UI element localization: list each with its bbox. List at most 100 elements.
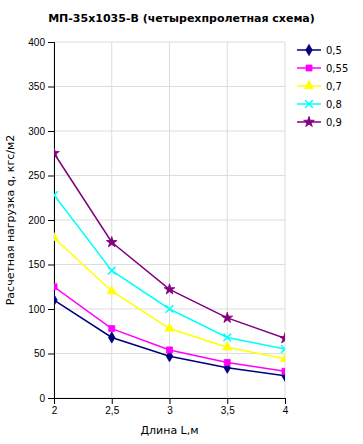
- tick-mark: [285, 398, 286, 404]
- tick-mark: [170, 398, 171, 404]
- point: [108, 267, 116, 275]
- tick: 250: [28, 170, 54, 181]
- point: [165, 323, 174, 331]
- data: [54, 148, 285, 382]
- legend-marker: [304, 81, 313, 89]
- tick-label: 300: [28, 126, 45, 137]
- tick: 0: [39, 393, 54, 404]
- legend-label: 0,8: [326, 99, 342, 110]
- tick: 200: [28, 215, 54, 226]
- tick-label: 50: [34, 348, 46, 359]
- tick-mark: [48, 131, 54, 132]
- tick-mark: [48, 42, 54, 43]
- point: [223, 342, 232, 350]
- legend-item: 0,55: [297, 63, 348, 74]
- point: [280, 333, 285, 343]
- tick: 2,5: [105, 398, 119, 416]
- point: [106, 237, 117, 247]
- tick-label: 250: [28, 170, 45, 181]
- point: [281, 345, 285, 353]
- point: [54, 148, 59, 158]
- tick-mark: [48, 220, 54, 221]
- tick: 50: [34, 348, 54, 359]
- point: [224, 359, 230, 365]
- line: [54, 287, 285, 372]
- point: [54, 284, 57, 290]
- tick: 300: [28, 126, 54, 137]
- point: [54, 295, 57, 306]
- point: [54, 233, 59, 241]
- grid: [54, 42, 285, 398]
- legend-label: 0,9: [326, 117, 342, 128]
- y-axis-title: Расчетная нагрузка q, кгс/м2: [4, 135, 17, 306]
- tick: 3,5: [221, 398, 235, 416]
- tick: 150: [28, 259, 54, 270]
- grid-line: [54, 131, 285, 132]
- tick-mark: [48, 309, 54, 310]
- tick: 350: [28, 81, 54, 92]
- legend-label: 0,5: [326, 45, 342, 56]
- legend-item: 0,5: [297, 44, 342, 55]
- point: [167, 347, 173, 353]
- grid-line: [54, 175, 285, 176]
- tick-mark: [227, 398, 228, 404]
- tick-mark: [48, 87, 54, 88]
- tick: 100: [28, 304, 54, 315]
- point: [222, 312, 233, 322]
- chart: МП-35х1035-В (четырехпролетная схема) 2 2,…: [0, 0, 363, 444]
- grid-line: [54, 220, 285, 221]
- point: [282, 368, 285, 374]
- line: [54, 238, 285, 359]
- line: [54, 153, 285, 338]
- tick-mark: [48, 354, 54, 355]
- point: [280, 354, 285, 362]
- tick-mark: [48, 176, 54, 177]
- plot: 22,533,54050100150200250300350400: [28, 37, 290, 416]
- tick-mark: [48, 265, 54, 266]
- x-axis-title: Длина L,м: [140, 424, 198, 437]
- legend-marker: [306, 65, 312, 71]
- point: [166, 305, 174, 313]
- legend-marker: [305, 100, 313, 108]
- legend-label: 0,55: [326, 63, 348, 74]
- grid-line: [54, 264, 285, 265]
- legend-item: 0,7: [297, 81, 342, 92]
- x-axis: 2 2,5 3 3,5 4: [52, 398, 289, 416]
- tick-mark: [48, 398, 54, 399]
- point: [164, 284, 175, 294]
- legend-marker: [306, 44, 312, 55]
- point: [109, 332, 115, 343]
- legend-item: 0,8: [297, 99, 342, 110]
- series: [54, 295, 285, 382]
- point: [223, 334, 231, 342]
- point: [107, 286, 116, 294]
- tick-label: 4: [283, 405, 289, 416]
- point: [109, 326, 115, 332]
- tick-mark: [112, 398, 113, 404]
- series: [54, 284, 285, 375]
- tick: 4: [283, 398, 289, 416]
- legend-marker: [304, 116, 315, 126]
- axis-line: [48, 43, 55, 399]
- tick-label: 200: [28, 215, 45, 226]
- tick-label: 3,5: [221, 405, 235, 416]
- series: [54, 148, 285, 343]
- tick: 2: [52, 398, 58, 416]
- tick-label: 0: [39, 393, 45, 404]
- tick: 3: [167, 398, 173, 416]
- tick-label: 100: [28, 304, 45, 315]
- legend-label: 0,7: [326, 81, 342, 92]
- tick-label: 350: [28, 81, 45, 92]
- axis-line: [55, 399, 286, 405]
- series: [54, 191, 285, 353]
- legend-item: 0,9: [297, 116, 342, 127]
- tick-label: 2: [52, 405, 58, 416]
- grid-line: [54, 86, 285, 87]
- title: МП-35х1035-В (четырехпролетная схема): [48, 12, 315, 25]
- tick-label: 2,5: [105, 405, 119, 416]
- legend: 0,5 0,55 0,7 0,8 0,9: [297, 44, 348, 127]
- y-axis: 050100150200250300350400: [28, 37, 54, 404]
- grid-line: [54, 42, 285, 43]
- point: [54, 191, 58, 199]
- tick-label: 150: [28, 259, 45, 270]
